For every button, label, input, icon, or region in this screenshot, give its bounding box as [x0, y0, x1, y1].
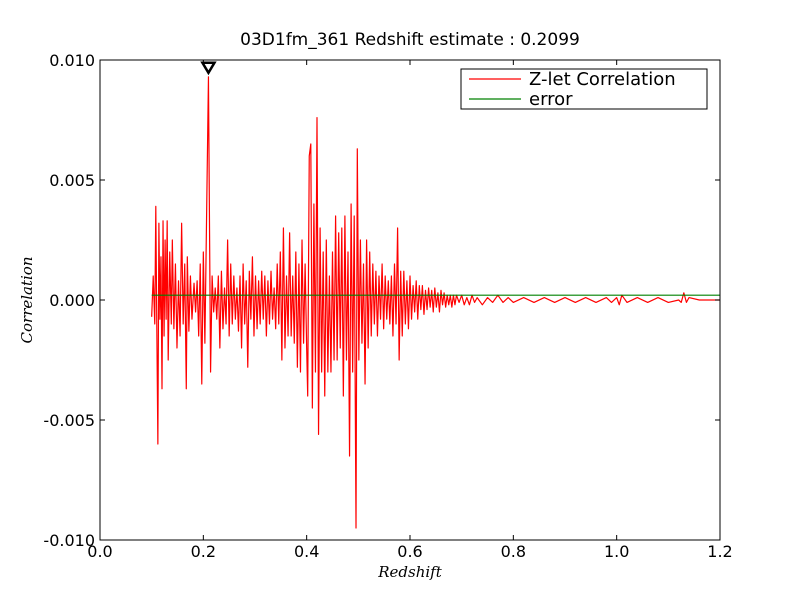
x-tick-label: 1.2 — [707, 542, 732, 561]
y-tick-label: 0.000 — [49, 291, 95, 310]
x-tick-label: 0.8 — [501, 542, 526, 561]
x-tick-label: 0.2 — [191, 542, 216, 561]
y-tick-label: -0.005 — [43, 411, 95, 430]
y-tick-label: 0.010 — [49, 51, 95, 70]
tick-layer: 0.0 0.2 0.4 0.6 0.8 1.0 1.2 0.010 0.005 0.000 -0.0… — [43, 51, 732, 561]
legend-label-correlation: Z-let Correlation — [529, 69, 676, 90]
peak-marker — [200, 61, 217, 76]
x-tick-label: 1.0 — [604, 542, 629, 561]
marker-layer — [200, 61, 217, 76]
legend-label-error: error — [529, 89, 573, 110]
legend-box — [460, 68, 708, 110]
legend: Z-let Correlation error — [460, 68, 708, 110]
y-tick-label: 0.005 — [49, 171, 95, 190]
series-layer — [151, 76, 720, 529]
x-axis-label: Redshift — [377, 563, 442, 581]
chart-title: 03D1fm_361 Redshift estimate : 0.2099 — [240, 30, 580, 50]
x-tick-label: 0.6 — [397, 542, 422, 561]
series-line-z-let-correlation — [151, 76, 720, 529]
x-tick-label: 0.4 — [294, 542, 319, 561]
y-tick-label: -0.010 — [43, 531, 95, 550]
x-tick-label: 0.0 — [87, 542, 112, 561]
y-axis-label: Correlation — [18, 257, 36, 344]
